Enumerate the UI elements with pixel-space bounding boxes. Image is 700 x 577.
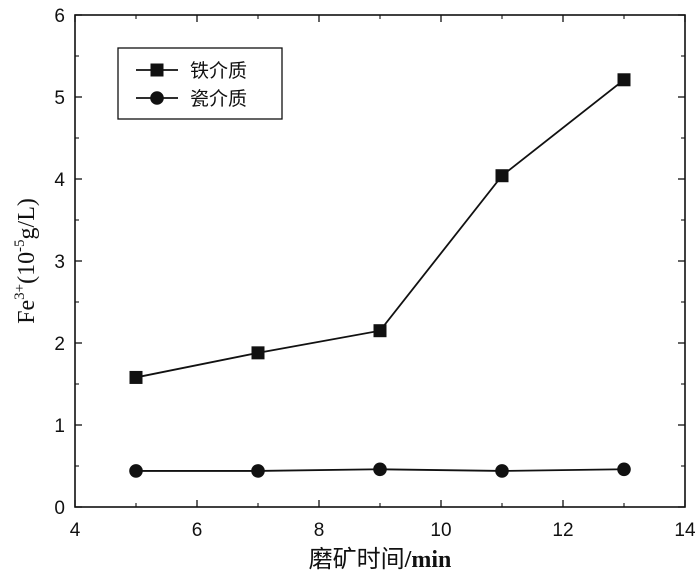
data-point	[129, 370, 143, 384]
legend-box	[117, 47, 283, 120]
y-tick-label: 5	[54, 88, 65, 109]
legend-marker	[150, 63, 164, 77]
data-point	[495, 464, 509, 478]
y-axis-title: Fe3+(10-5g/L)	[12, 198, 40, 324]
data-point	[617, 462, 631, 477]
y-tick-label: 6	[54, 6, 65, 27]
y-tick-label: 3	[54, 252, 65, 273]
y-tick-label: 2	[54, 334, 65, 355]
x-tick-label: 4	[70, 520, 81, 541]
data-point	[373, 324, 387, 338]
x-tick-label: 12	[552, 520, 573, 541]
x-axis-title: 磨矿时间/min	[309, 545, 452, 573]
x-tick-label: 10	[430, 520, 451, 541]
x-tick-label: 8	[314, 520, 325, 541]
data-point	[373, 462, 387, 477]
data-point	[129, 464, 143, 478]
data-point	[495, 169, 509, 183]
y-tick-label: 0	[54, 498, 65, 519]
legend-marker	[150, 91, 164, 105]
series-1	[129, 73, 631, 384]
x-tick-label: 6	[192, 520, 203, 541]
axis-labels: 磨矿时间/min Fe3+(10-5g/L)	[12, 198, 451, 573]
x-tick-label: 14	[674, 520, 696, 541]
legend-label: 瓷介质	[190, 88, 247, 110]
data-point	[251, 346, 265, 360]
y-tick-label: 4	[54, 170, 65, 191]
y-tick-label: 1	[54, 416, 65, 437]
legend-label: 铁介质	[190, 60, 247, 82]
series-layer	[129, 73, 631, 478]
data-point	[617, 73, 631, 87]
series-2	[129, 462, 631, 478]
data-point	[251, 464, 265, 478]
